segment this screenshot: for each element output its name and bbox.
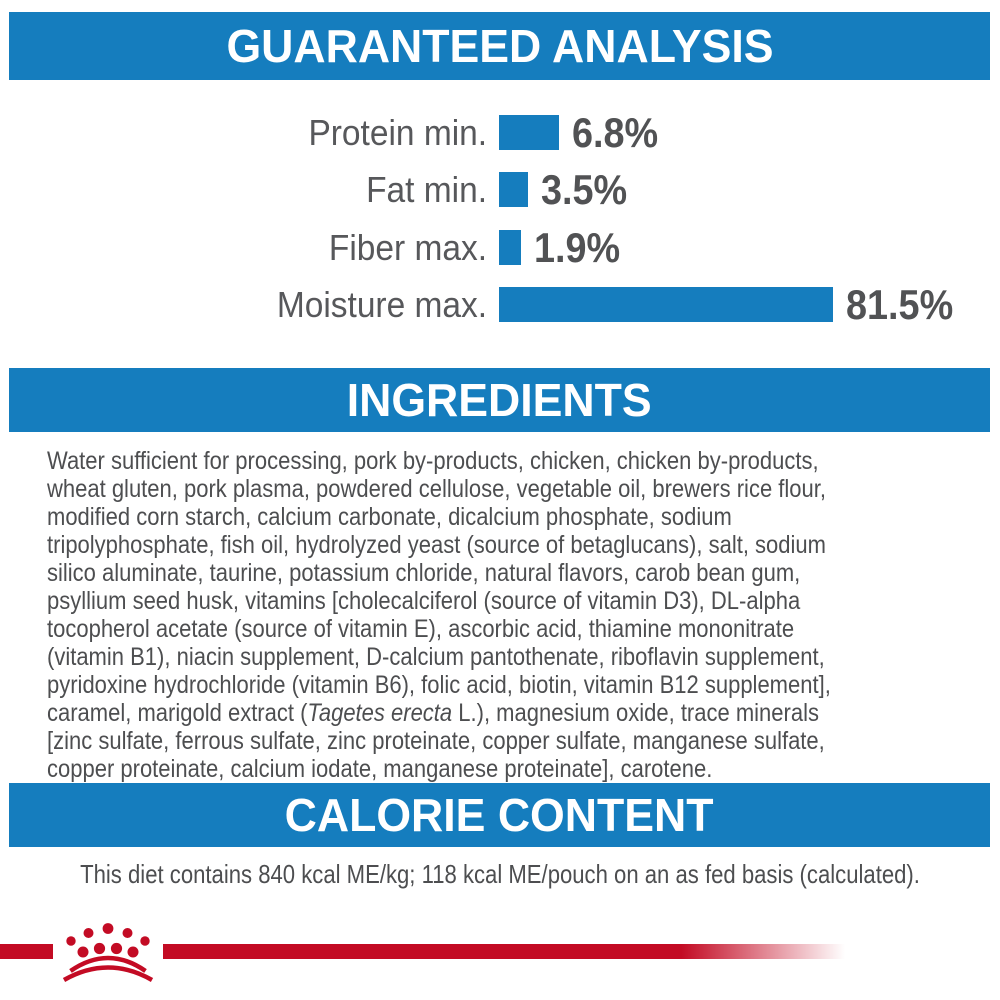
ingredients-line: [zinc sulfate, ferrous sulfate, zinc pro… [47, 727, 825, 755]
analysis-value-fat: 3.5% [541, 165, 628, 213]
ingredients-line: tocopherol acetate (source of vitamin E)… [47, 615, 795, 643]
calorie-statement: This diet contains 840 kcal ME/kg; 118 k… [80, 859, 920, 889]
ingredients-title: INGREDIENTS [347, 374, 652, 426]
analysis-row-fat: Fat min. 3.5% [0, 161, 1000, 218]
analysis-bar-fiber [499, 230, 521, 265]
ingredients-line: pyridoxine hydrochloride (vitamin B6), f… [47, 671, 831, 699]
analysis-value-fiber: 1.9% [534, 223, 621, 271]
analysis-bar-protein [499, 115, 559, 150]
ingredients-line: (vitamin B1), niacin supplement, D-calci… [47, 643, 825, 671]
royal-canin-crown-icon [62, 923, 154, 982]
analysis-row-moisture: Moisture max. 81.5% [0, 276, 1000, 333]
analysis-value-protein: 6.8% [572, 108, 659, 156]
analysis-label-moisture: Moisture max. [276, 283, 487, 325]
calorie-content-header: CALORIE CONTENT [9, 783, 990, 847]
analysis-label-fat: Fat min. [366, 168, 487, 210]
brand-band-right [163, 944, 845, 959]
ingredients-line: wheat gluten, pork plasma, powdered cell… [47, 475, 826, 503]
analysis-bar-fat [499, 172, 528, 207]
latin-species-name: Tagetes erecta [307, 699, 453, 727]
ingredients-line: modified corn starch, calcium carbonate,… [47, 503, 732, 531]
ingredients-line: copper proteinate, calcium iodate, manga… [47, 755, 713, 783]
ingredients-line: Water sufficient for processing, pork by… [47, 447, 819, 475]
analysis-row-fiber: Fiber max. 1.9% [0, 219, 1000, 276]
analysis-bar-moisture [499, 287, 833, 322]
calorie-content-title: CALORIE CONTENT [285, 789, 714, 841]
brand-band-left [0, 944, 53, 959]
ingredients-line: tripolyphosphate, fish oil, hydrolyzed y… [47, 531, 826, 559]
analysis-value-moisture: 81.5% [846, 280, 954, 328]
analysis-label-fiber: Fiber max. [328, 226, 487, 268]
analysis-label-protein: Protein min. [308, 111, 487, 153]
guaranteed-analysis-header: GUARANTEED ANALYSIS [9, 12, 990, 80]
ingredients-line: psyllium seed husk, vitamins [cholecalci… [47, 587, 801, 615]
ingredients-header: INGREDIENTS [9, 368, 990, 432]
ingredients-paragraph: Water sufficient for processing, pork by… [47, 447, 977, 783]
guaranteed-analysis-title: GUARANTEED ANALYSIS [225, 20, 774, 72]
ingredients-line: silico aluminate, taurine, potassium chl… [47, 559, 801, 587]
ingredients-line-with-latin-name: caramel, marigold extract (Tagetes erect… [47, 699, 819, 727]
analysis-row-protein: Protein min. 6.8% [0, 104, 1000, 161]
